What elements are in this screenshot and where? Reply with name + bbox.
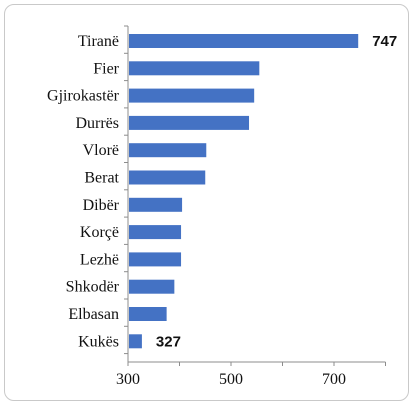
bar-elbasan	[129, 307, 167, 321]
bar-kukës	[129, 334, 142, 349]
bar-berat	[129, 170, 206, 185]
category-label: Gjirokastër	[47, 88, 120, 105]
category-label: Lezhë	[80, 251, 119, 268]
data-label: 747	[372, 33, 397, 50]
bar-durrës	[129, 115, 250, 130]
category-label: Shkodër	[66, 279, 120, 296]
category-label: Berat	[84, 170, 119, 187]
category-label: Kukës	[78, 333, 119, 350]
bar-fier	[129, 61, 260, 76]
bar-shkodër	[129, 279, 175, 294]
category-label: Durrës	[75, 115, 119, 132]
x-tick-label: 300	[116, 371, 140, 388]
category-label: Dibër	[83, 197, 120, 214]
bar-korçë	[129, 225, 182, 240]
bar-gjirokastër	[129, 88, 255, 103]
bar-vlorë	[129, 143, 207, 158]
x-tick-label: 700	[322, 371, 346, 388]
bar-tiranë	[129, 34, 359, 48]
category-label: Tiranë	[78, 33, 119, 50]
category-label: Elbasan	[68, 306, 119, 323]
category-label: Vlorë	[83, 142, 119, 159]
bar-lezhë	[129, 252, 182, 267]
category-label: Korçë	[80, 224, 119, 241]
bar-dibër	[129, 197, 183, 212]
x-tick-label: 500	[219, 371, 243, 388]
data-label: 327	[156, 333, 181, 350]
category-label: Fier	[93, 60, 119, 77]
